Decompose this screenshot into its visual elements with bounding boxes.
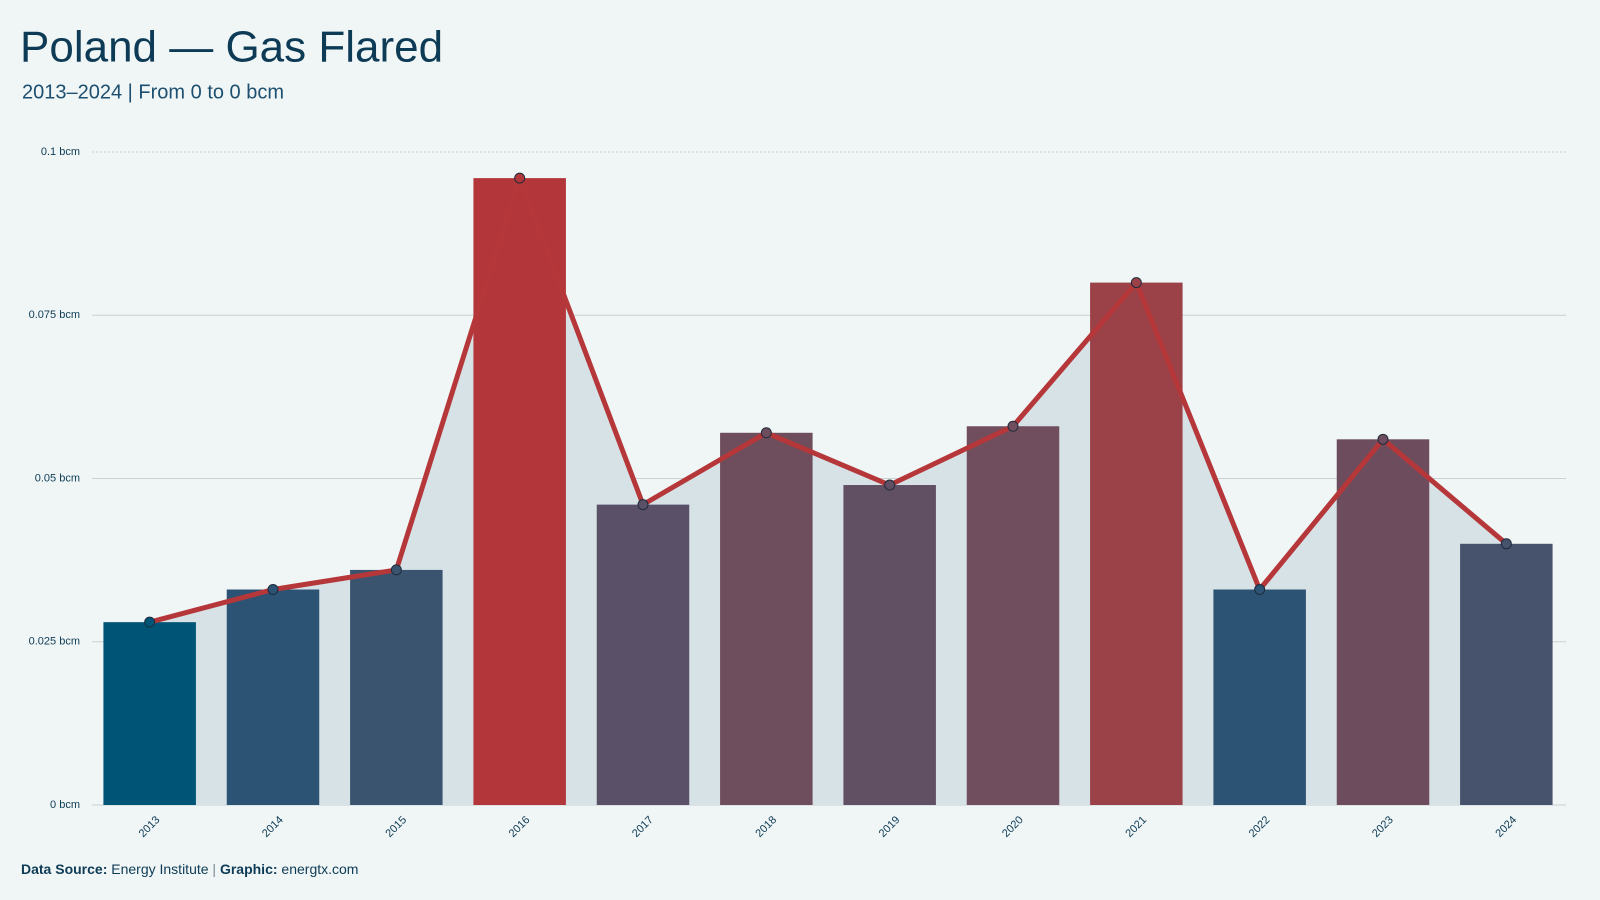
separator: | — [212, 861, 216, 877]
point — [1130, 277, 1142, 289]
bar — [103, 622, 196, 805]
bar — [596, 504, 690, 805]
y-tick-label: 0 bcm — [50, 799, 80, 811]
point — [884, 479, 896, 491]
y-tick-label: 0.025 bcm — [29, 636, 80, 648]
y-tick-label: 0.075 bcm — [29, 309, 80, 321]
bar — [226, 589, 320, 805]
chart-subtitle: 2013–2024 | From 0 to 0 bcm — [22, 81, 284, 103]
credit-label: Graphic: — [220, 861, 278, 877]
point — [514, 172, 526, 184]
point — [267, 584, 279, 596]
point — [1377, 433, 1389, 445]
point — [144, 616, 156, 628]
point — [637, 499, 649, 511]
point — [760, 427, 772, 439]
credit: energtx.com — [281, 861, 358, 877]
bar — [720, 432, 813, 805]
point — [390, 564, 402, 576]
point — [1254, 584, 1266, 596]
source: Energy Institute — [111, 861, 208, 877]
point — [1007, 420, 1019, 432]
bar — [843, 485, 936, 805]
bar — [1213, 589, 1306, 805]
bar — [350, 569, 443, 805]
bar — [1460, 543, 1553, 805]
point — [1500, 538, 1512, 550]
source-label: Data Source: — [21, 861, 107, 877]
chart-title: Poland — Gas Flared — [20, 23, 443, 72]
y-tick-label: 0.1 bcm — [41, 146, 80, 158]
bar — [1090, 282, 1183, 806]
y-tick-label: 0.05 bcm — [35, 472, 80, 484]
footer: Data Source: Energy Institute | Graphic:… — [21, 861, 358, 877]
bar — [473, 178, 566, 805]
bar — [966, 426, 1060, 805]
line — [149, 175, 1508, 625]
bar — [1336, 439, 1430, 805]
